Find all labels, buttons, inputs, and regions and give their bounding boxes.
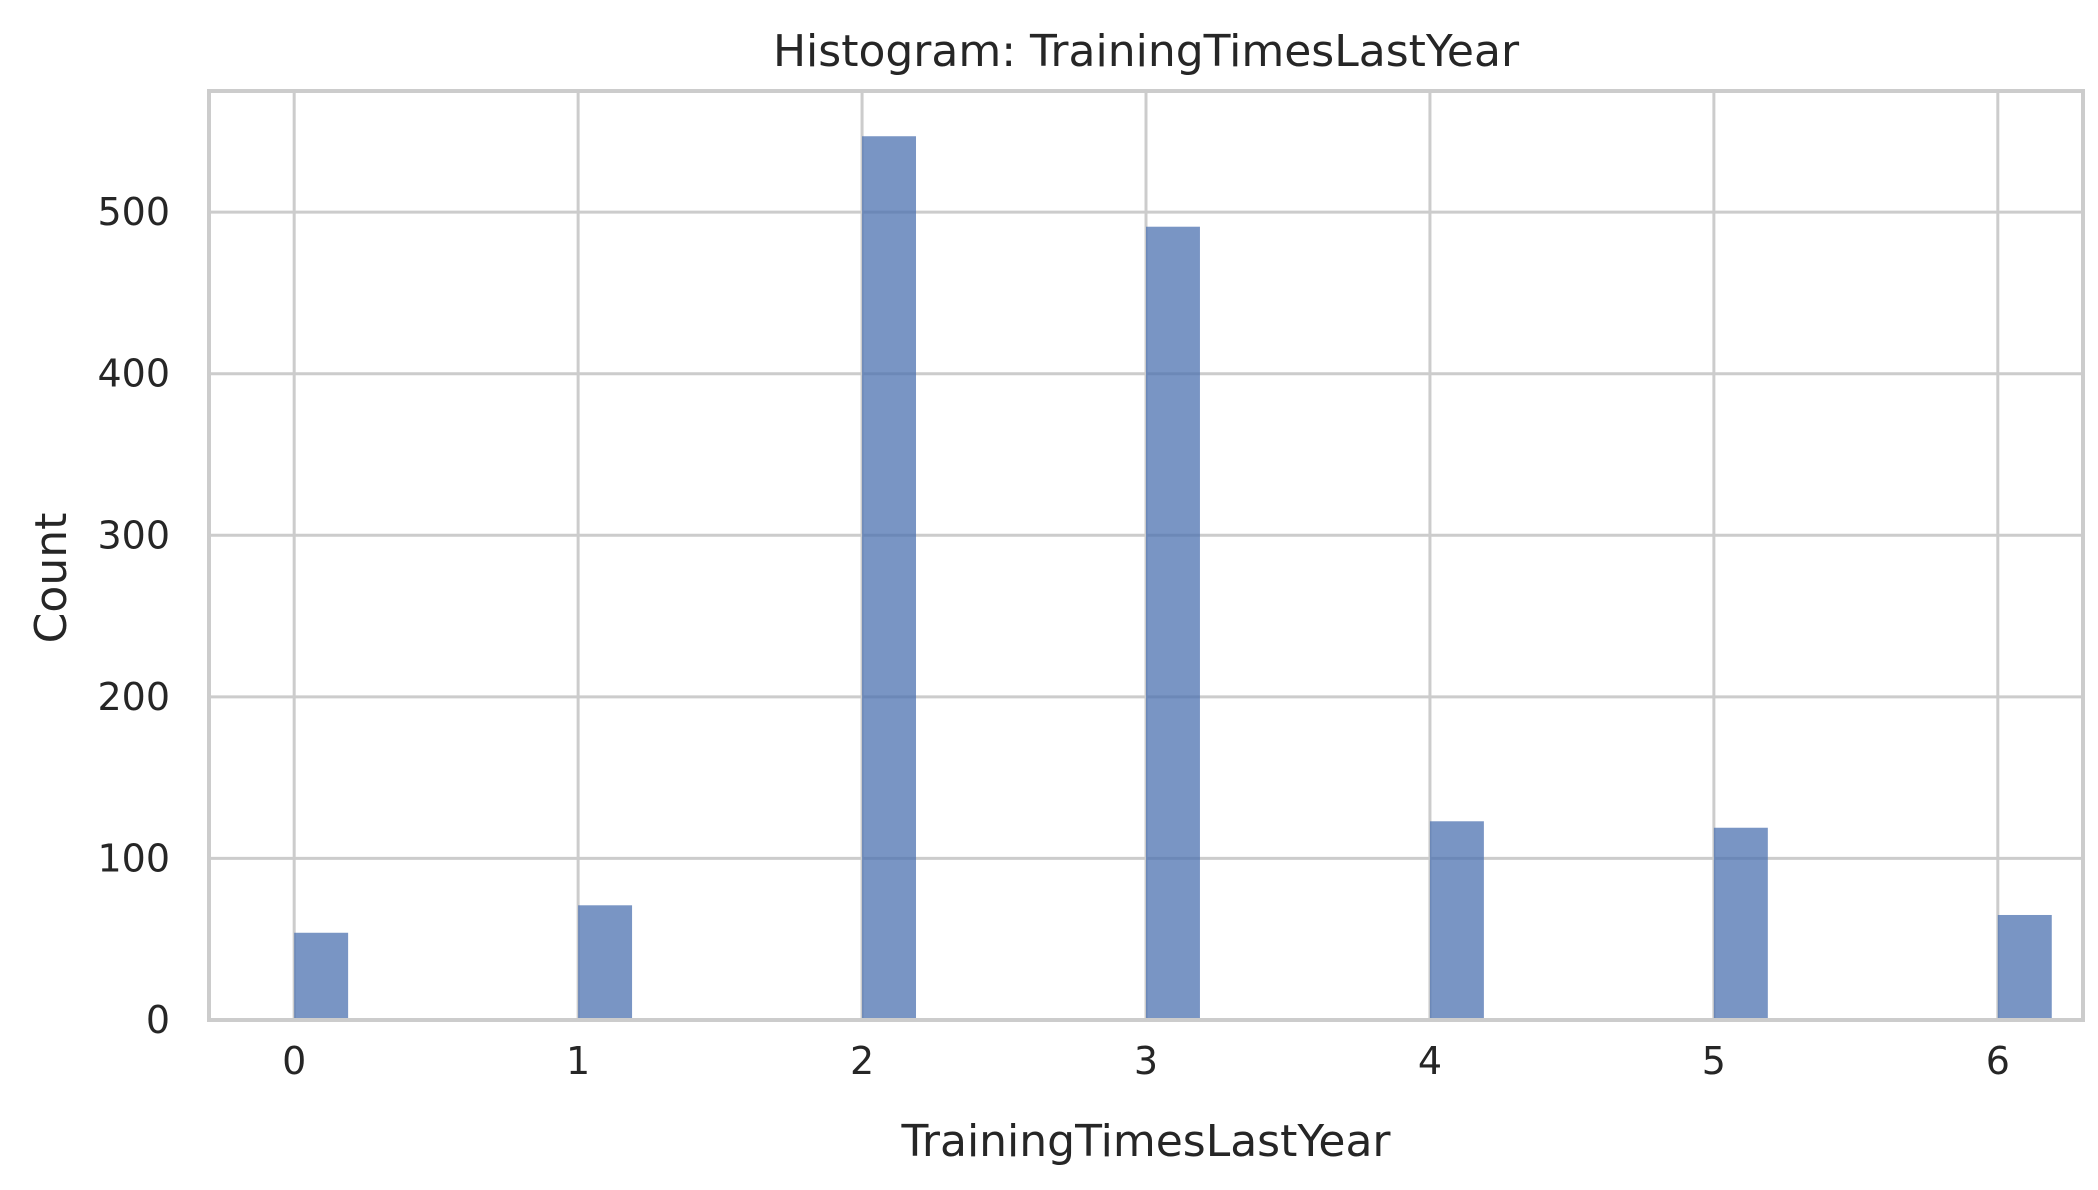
x-tick-label-2: 2 (850, 1039, 874, 1083)
bar-3 (1146, 226, 1200, 1020)
x-tick-label-5: 5 (1702, 1039, 1726, 1083)
y-tick-label-0: 0 (146, 998, 170, 1042)
x-axis-label: TrainingTimesLastYear (900, 1116, 1391, 1167)
bar-0 (294, 932, 349, 1020)
plot-frame (207, 89, 2085, 1022)
chart-title: Histogram: TrainingTimesLastYear (773, 26, 1520, 77)
bar-1 (578, 905, 633, 1020)
x-tick-label-4: 4 (1418, 1039, 1442, 1083)
bar-5 (1713, 827, 1768, 1020)
y-tick-label-100: 100 (97, 836, 170, 880)
bar-4 (1429, 821, 1484, 1020)
x-tick-labels: 0 1 2 3 4 5 6 (282, 1039, 2010, 1083)
y-tick-label-500: 500 (97, 190, 170, 234)
x-tick-label-1: 1 (566, 1039, 590, 1083)
bar-6 (1997, 914, 2052, 1020)
x-tick-label-0: 0 (282, 1039, 306, 1083)
y-tick-label-400: 400 (97, 352, 170, 396)
bar-2 (862, 136, 917, 1020)
x-tick-label-6: 6 (1986, 1039, 2010, 1083)
bars (294, 136, 2052, 1020)
y-axis-label: Count (26, 513, 77, 644)
y-tick-label-300: 300 (97, 513, 170, 557)
y-tick-label-200: 200 (97, 675, 170, 719)
x-tick-label-3: 3 (1134, 1039, 1158, 1083)
y-tick-labels: 0 100 200 300 400 500 (97, 190, 170, 1042)
